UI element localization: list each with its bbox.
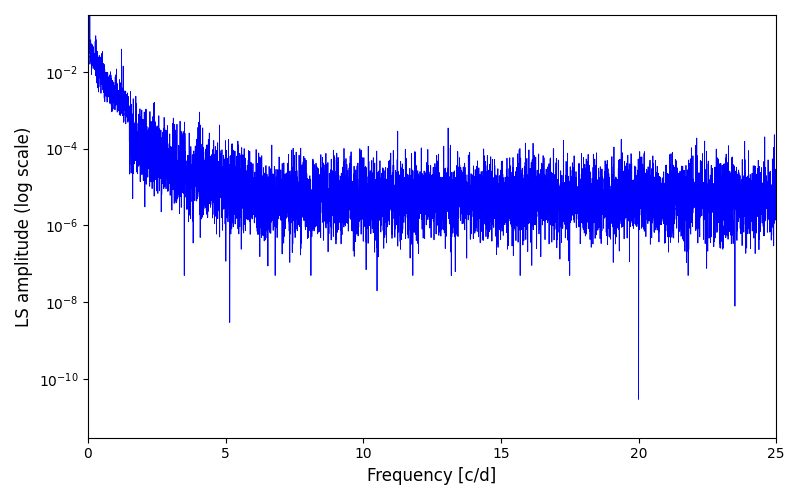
Y-axis label: LS amplitude (log scale): LS amplitude (log scale) xyxy=(15,126,33,326)
X-axis label: Frequency [c/d]: Frequency [c/d] xyxy=(367,467,497,485)
